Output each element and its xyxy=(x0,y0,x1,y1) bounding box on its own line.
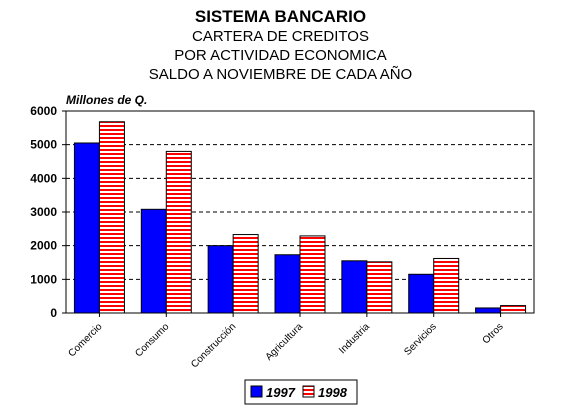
bar-1997-Servicios xyxy=(408,273,435,314)
x-tick-label: Otros xyxy=(481,321,506,346)
y-axis-label: Millones de Q. xyxy=(66,93,147,107)
bar-1998-Servicios xyxy=(433,257,460,314)
bar-1997-Construcción xyxy=(207,245,234,314)
legend-swatch-1997 xyxy=(250,385,263,398)
y-tick-label: 4000 xyxy=(30,171,57,185)
y-tick-label: 3000 xyxy=(30,205,57,219)
chart-subtitle-line-2: POR ACTIVIDAD ECONOMICA xyxy=(174,47,387,64)
y-axis-ticks: 0 1000 2000 3000 4000 5000 6000 xyxy=(30,104,66,320)
y-tick-label: 2000 xyxy=(30,239,57,253)
bar-1997-Consumo xyxy=(140,208,167,314)
y-tick-label: 5000 xyxy=(30,138,57,152)
bars xyxy=(73,121,527,314)
bar-1997-Comercio xyxy=(73,142,100,314)
y-tick-label: 1000 xyxy=(30,272,57,286)
bar-1998-Otros xyxy=(500,305,527,314)
chart-titles: SISTEMA BANCARIO CARTERA DE CREDITOS POR… xyxy=(0,6,561,84)
chart-title: SISTEMA BANCARIO xyxy=(194,7,367,26)
y-tick-label: 0 xyxy=(50,306,57,320)
x-tick-label: Agricultura xyxy=(264,321,306,363)
x-tick-label: Construcción xyxy=(189,321,238,370)
chart-subtitle-line-3: SALDO A NOVIEMBRE DE CADA AÑO xyxy=(148,66,413,83)
y-tick-label: 6000 xyxy=(30,104,57,118)
bar-1998-Industria xyxy=(366,261,393,314)
legend-swatch-1998 xyxy=(302,385,315,398)
x-tick-label: Consumo xyxy=(133,321,171,359)
legend-box xyxy=(244,379,358,405)
chart-subtitle-line-1: CARTERA DE CREDITOS xyxy=(192,28,369,45)
x-tick-label: Industria xyxy=(337,321,372,356)
x-axis-labels: Comercio Consumo Construcción Agricultura In… xyxy=(67,313,506,370)
x-tick-label: Servicios xyxy=(402,321,438,357)
bar-1997-Industria xyxy=(341,260,368,314)
bar-1998-Comercio xyxy=(98,121,125,314)
bar-1998-Agricultura xyxy=(299,235,326,314)
legend-label-1998: 1998 xyxy=(318,385,348,400)
legend: 1997 1998 xyxy=(244,379,358,405)
bar-1998-Construcción xyxy=(232,234,259,314)
bar-1997-Agricultura xyxy=(274,254,301,314)
legend-label-1997: 1997 xyxy=(266,385,296,400)
bar-1997-Otros xyxy=(475,307,502,314)
bar-1998-Consumo xyxy=(165,150,192,314)
x-tick-label: Comercio xyxy=(67,321,105,359)
